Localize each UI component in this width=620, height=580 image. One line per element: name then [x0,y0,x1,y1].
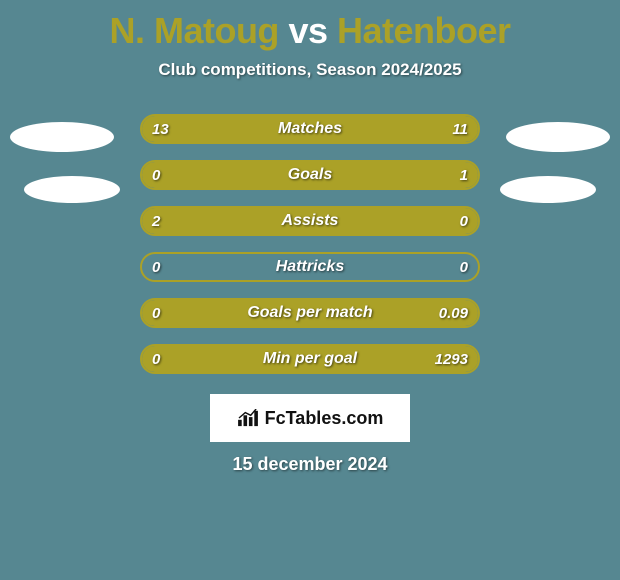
stat-label: Hattricks [142,254,478,280]
player1-avatar-placeholder-2 [24,176,120,203]
stat-fill-right [202,162,478,188]
stat-fill-left [142,116,323,142]
player1-avatar-placeholder-1 [10,122,114,152]
stat-row: 01293Min per goal [140,344,480,374]
brand-logo-icon [237,409,259,427]
stat-fill-left [142,300,478,326]
stat-row: 1311Matches [140,114,480,144]
brand-text: FcTables.com [265,408,384,429]
stat-rows: 1311Matches 01Goals 20Assists 0 0Hattricks 00… [140,114,480,390]
player1-name: N. Matoug [109,10,278,51]
brand-badge: FcTables.com [210,394,410,442]
subtitle: Club competitions, Season 2024/2025 [0,60,620,80]
player2-avatar-placeholder-2 [500,176,596,203]
stat-value-left: 0 [152,254,160,280]
stat-fill-right [404,208,478,234]
stat-row: 01Goals [140,160,480,190]
stat-fill-left [142,208,404,234]
vs-text: vs [288,10,327,51]
player2-avatar-placeholder-1 [506,122,610,152]
stat-fill-left [142,346,478,372]
stat-row: 00.09Goals per match [140,298,480,328]
stat-fill-left [142,162,202,188]
stat-row: 20Assists [140,206,480,236]
stat-value-right: 0 [460,254,468,280]
player2-name: Hatenboer [337,10,511,51]
stat-row: 0 0Hattricks [140,252,480,282]
stat-fill-right [323,116,478,142]
comparison-title: N. Matoug vs Hatenboer [0,0,620,52]
date-text: 15 december 2024 [0,454,620,475]
